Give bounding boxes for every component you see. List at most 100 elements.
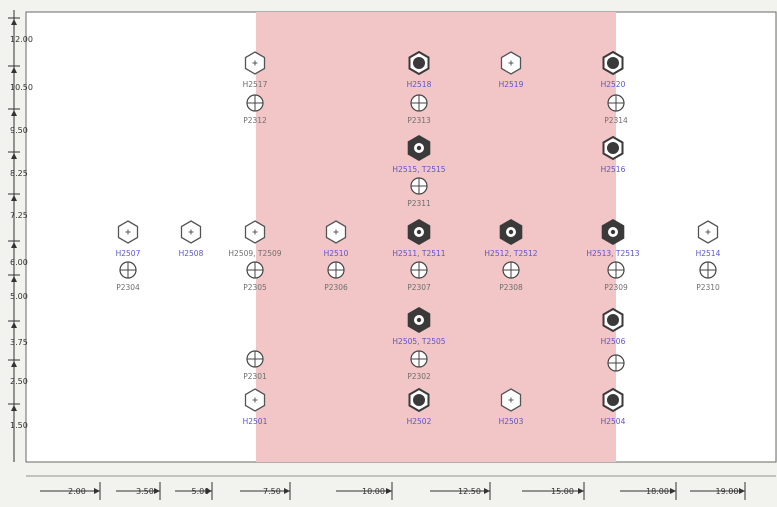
horizontal-ruler-label: 10.00: [362, 487, 385, 496]
point-marker-label: P2312: [243, 116, 267, 125]
hole-marker-label: H2508: [179, 249, 204, 258]
hole-marker-h2517[interactable]: H2517: [243, 51, 268, 89]
hole-marker-label: H2506: [601, 337, 626, 346]
hole-marker-h2503[interactable]: H2503: [499, 388, 524, 426]
point-marker-label: P2313: [407, 116, 431, 125]
vertical-ruler-label: 1.50: [10, 421, 28, 430]
vertical-ruler-tick: 9.50: [8, 108, 28, 135]
highlight-band: [256, 12, 616, 462]
vertical-ruler-label: 9.50: [10, 126, 28, 135]
horizontal-ruler-tick: 5.00: [175, 482, 213, 500]
vertical-ruler-tick: 7.25: [8, 193, 28, 220]
hole-marker-label: H2509, T2509: [228, 249, 281, 258]
hole-marker-label: H2501: [243, 417, 268, 426]
horizontal-ruler-label: 15.00: [551, 487, 574, 496]
hole-marker-h2511[interactable]: H2511, T2511: [392, 219, 446, 258]
point-marker-p2309[interactable]: P2309: [604, 261, 628, 292]
horizontal-ruler: 2.00 3.50 5.00 7.50 10.00 12.50 15.00 18.00 19.0…: [40, 482, 746, 500]
vertical-ruler-label: 5.00: [10, 292, 28, 301]
vertical-ruler-label: 7.25: [10, 211, 28, 220]
horizontal-ruler-tick: 15.00: [522, 482, 585, 500]
hole-marker-label: H2513, T2513: [586, 249, 639, 258]
vertical-ruler-tick: 6.00: [8, 240, 28, 267]
hole-marker-label: H2507: [116, 249, 141, 258]
horizontal-ruler-tick: 18.00: [620, 482, 677, 500]
hole-marker-h2512[interactable]: H2512, T2512: [484, 219, 538, 258]
hole-marker-label: H2503: [499, 417, 524, 426]
point-marker-label: P2305: [243, 283, 267, 292]
hole-marker-label: H2510: [324, 249, 349, 258]
point-marker-p2307[interactable]: P2307: [407, 261, 431, 292]
point-marker-label: P2302: [407, 372, 431, 381]
hole-marker-h2518[interactable]: H2518: [407, 50, 432, 89]
point-marker-p2313[interactable]: P2313: [407, 94, 431, 125]
hole-marker-h2516[interactable]: H2516: [601, 135, 626, 174]
point-marker-p2310[interactable]: P2310: [696, 261, 720, 292]
point-marker-label: P2311: [407, 199, 431, 208]
vertical-ruler-tick: 12.00: [8, 17, 33, 44]
point-marker-p2314[interactable]: P2314: [604, 94, 628, 125]
hole-marker-h2509[interactable]: H2509, T2509: [228, 220, 282, 258]
vertical-ruler-label: 3.75: [10, 338, 28, 347]
vertical-ruler-tick: 3.75: [8, 320, 28, 347]
point-marker-p2311[interactable]: P2311: [407, 177, 431, 208]
hole-marker-h2508[interactable]: H2508: [179, 220, 204, 258]
horizontal-ruler-tick: 3.50: [116, 482, 161, 500]
hole-marker-h2506[interactable]: H2506: [601, 307, 626, 346]
horizontal-ruler-label: 12.50: [458, 487, 481, 496]
hole-marker-h2514[interactable]: H2514: [696, 220, 721, 258]
horizontal-ruler-label: 18.00: [646, 487, 669, 496]
point-marker-p2308[interactable]: P2308: [499, 261, 523, 292]
point-marker-label: P2310: [696, 283, 720, 292]
point-marker-p2312[interactable]: P2312: [243, 94, 267, 125]
hole-marker-label: H2520: [601, 80, 626, 89]
markers-layer: H2517 H2518 H2519 H2520 H2515, T2515 H2516 H25…: [116, 50, 721, 426]
hole-marker-h2515[interactable]: H2515, T2515: [392, 135, 446, 174]
point-marker-p2301[interactable]: P2301: [243, 350, 267, 381]
horizontal-ruler-tick: 10.00: [336, 482, 393, 500]
hole-marker-h2513[interactable]: H2513, T2513: [586, 219, 640, 258]
hole-marker-h2502[interactable]: H2502: [407, 387, 432, 426]
hole-marker-h2505[interactable]: H2505, T2505: [392, 307, 446, 346]
point-marker-label: P2309: [604, 283, 628, 292]
hole-marker-label: H2519: [499, 80, 524, 89]
hole-marker-label: H2505, T2505: [392, 337, 445, 346]
vertical-ruler-label: 12.00: [10, 35, 33, 44]
vertical-ruler-tick: 5.00: [8, 274, 28, 301]
horizontal-ruler-label: 5.00: [192, 487, 210, 496]
hole-marker-label: H2511, T2511: [392, 249, 445, 258]
hole-marker-h2510[interactable]: H2510: [324, 220, 349, 258]
vertical-ruler: 12.00 10.50 9.50 8.25 7.25 6.00 5.00 3.75 2.50 1.…: [8, 17, 33, 430]
hole-marker-h2519[interactable]: H2519: [499, 51, 524, 89]
horizontal-ruler-label: 19.00: [716, 487, 739, 496]
hole-marker-h2520[interactable]: H2520: [601, 50, 626, 89]
point-marker-p2305[interactable]: P2305: [243, 261, 267, 292]
hole-marker-label: H2502: [407, 417, 432, 426]
hole-marker-h2507[interactable]: H2507: [116, 220, 141, 258]
point-marker-p2302[interactable]: P2302: [407, 350, 431, 381]
point-marker-p2306[interactable]: P2306: [324, 261, 348, 292]
point-marker-label: P2314: [604, 116, 628, 125]
horizontal-ruler-tick: 12.50: [430, 482, 491, 500]
point-marker-label: P2307: [407, 283, 431, 292]
horizontal-ruler-label: 7.50: [263, 487, 281, 496]
hole-marker-label: H2518: [407, 80, 432, 89]
point-marker-p2304[interactable]: P2304: [116, 261, 140, 292]
hole-marker-label: H2517: [243, 80, 268, 89]
point-marker-p2306b[interactable]: [607, 354, 625, 372]
vertical-ruler-tick: 8.25: [8, 151, 28, 178]
hole-marker-label: H2515, T2515: [392, 165, 445, 174]
vertical-ruler-label: 2.50: [10, 377, 28, 386]
vertical-ruler-label: 6.00: [10, 258, 28, 267]
point-marker-label: P2306: [324, 283, 348, 292]
point-marker-label: P2308: [499, 283, 523, 292]
hole-marker-label: H2504: [601, 417, 626, 426]
hole-marker-h2504[interactable]: H2504: [601, 387, 626, 426]
vertical-ruler-label: 8.25: [10, 169, 28, 178]
hole-marker-h2501[interactable]: H2501: [243, 388, 268, 426]
horizontal-ruler-tick: 2.00: [40, 482, 101, 500]
horizontal-ruler-label: 2.00: [68, 487, 86, 496]
hole-marker-label: H2512, T2512: [484, 249, 537, 258]
vertical-ruler-label: 10.50: [10, 83, 33, 92]
